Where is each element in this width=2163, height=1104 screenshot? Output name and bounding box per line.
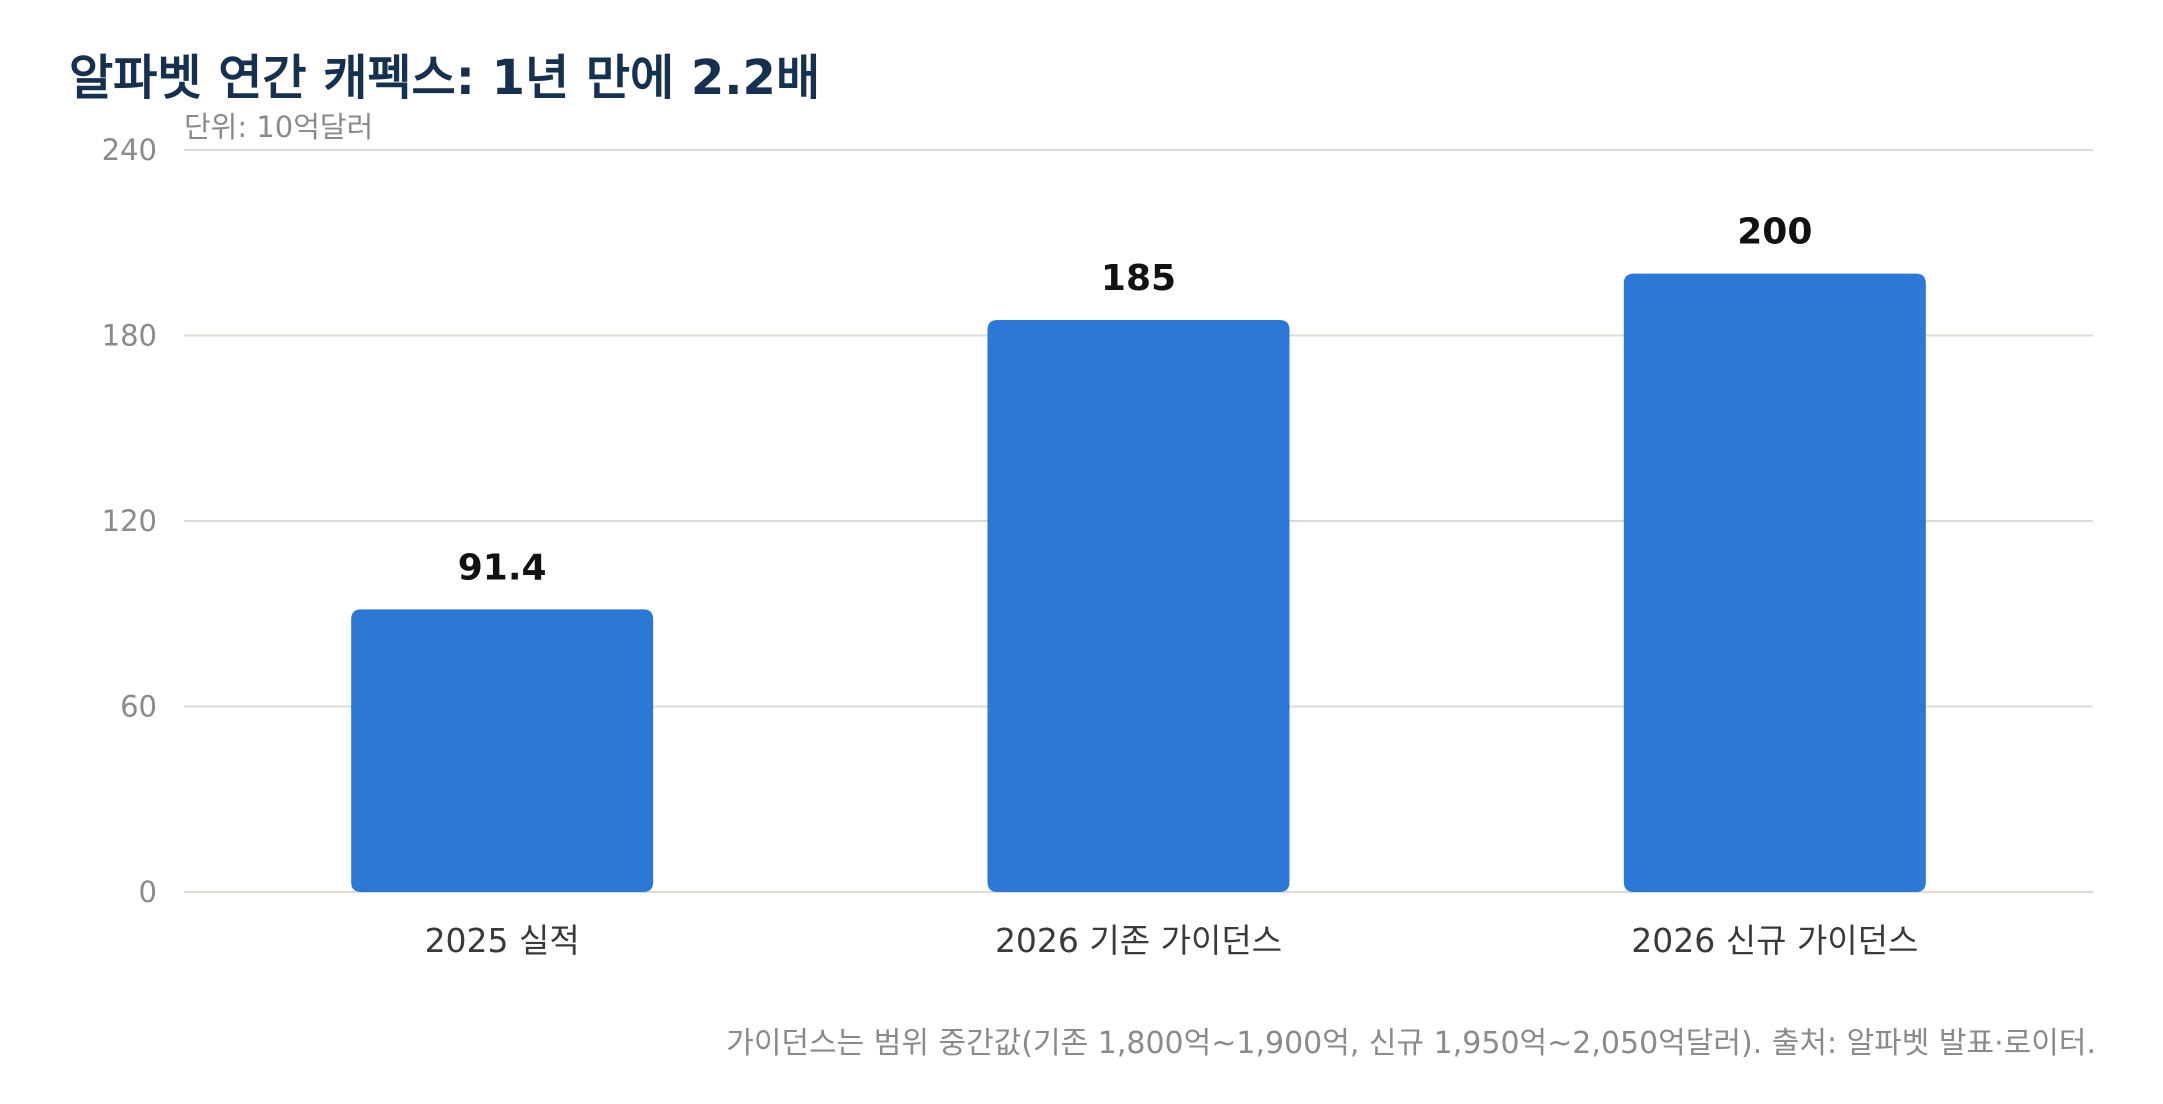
chart-title: 알파벳 연간 캐펙스: 1년 만에 2.2배 bbox=[69, 50, 821, 106]
y-tick-label: 60 bbox=[120, 690, 157, 724]
bar bbox=[351, 609, 654, 892]
y-tick-label: 240 bbox=[102, 133, 157, 167]
x-category-label: 2026 기존 가이던스 bbox=[995, 921, 1282, 960]
y-tick-label: 0 bbox=[139, 875, 157, 909]
y-tick-label: 120 bbox=[102, 504, 157, 538]
value-labels: 91.4 185 200 bbox=[458, 212, 1813, 589]
value-label: 185 bbox=[1101, 258, 1176, 299]
bars bbox=[351, 273, 1926, 893]
x-category-label: 2025 실적 bbox=[425, 921, 580, 960]
y-axis-ticks: 0 60 120 180 240 bbox=[102, 133, 157, 909]
bar bbox=[1623, 273, 1926, 893]
footnote: 가이던스는 범위 중간값(기존 1,800억~1,900억, 신규 1,950억… bbox=[726, 1026, 2096, 1061]
x-category-label: 2026 신규 가이던스 bbox=[1631, 921, 1918, 960]
x-axis-labels: 2025 실적 2026 기존 가이던스 2026 신규 가이던스 bbox=[425, 921, 1919, 960]
y-tick-label: 180 bbox=[102, 319, 157, 353]
bar bbox=[987, 320, 1290, 893]
value-label: 200 bbox=[1737, 212, 1812, 253]
value-label: 91.4 bbox=[458, 547, 547, 588]
unit-label: 단위: 10억달러 bbox=[184, 110, 374, 144]
